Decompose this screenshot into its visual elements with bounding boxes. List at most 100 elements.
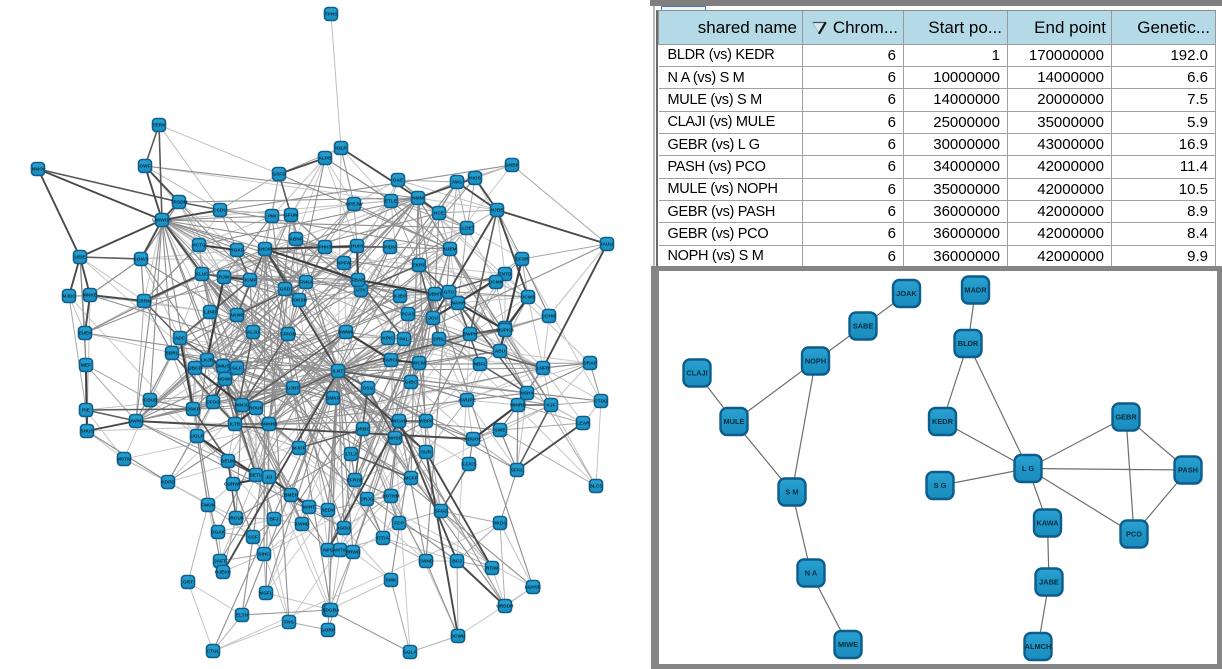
svg-text:AHTW: AHTW <box>333 548 348 554</box>
svg-text:CCF: CCF <box>248 535 258 541</box>
svg-text:RGKF: RGKF <box>230 248 244 254</box>
svg-text:S M: S M <box>785 488 798 497</box>
svg-text:DRJG: DRJG <box>360 497 374 503</box>
svg-text:WMJU: WMJU <box>235 403 250 409</box>
svg-text:ABNF: ABNF <box>289 237 302 243</box>
svg-text:SWE: SWE <box>495 428 507 434</box>
svg-text:JRCUK: JRCUK <box>228 516 245 522</box>
svg-text:SMKP: SMKP <box>326 396 341 402</box>
svg-text:HDUOE: HDUOE <box>464 437 482 443</box>
svg-text:ROUK: ROUK <box>249 406 264 412</box>
svg-text:CFSR: CFSR <box>515 257 529 263</box>
svg-text:SDGBA: SDGBA <box>322 608 340 614</box>
svg-text:OSKP: OSKP <box>186 407 200 413</box>
svg-text:JMUS: JMUS <box>216 364 230 370</box>
svg-text:SHOIP: SHOIP <box>258 247 274 253</box>
svg-text:KAWA: KAWA <box>1036 519 1059 528</box>
svg-text:MJDC: MJDC <box>62 294 76 300</box>
svg-text:KEDR: KEDR <box>932 417 954 426</box>
svg-text:CTDG: CTDG <box>594 399 608 405</box>
svg-text:JCMP: JCMP <box>243 278 257 284</box>
svg-text:MHIRD: MHIRD <box>510 403 526 409</box>
svg-text:GORP: GORP <box>321 628 336 634</box>
svg-text:BLCS: BLCS <box>589 484 603 490</box>
svg-text:KJJCS: KJJCS <box>461 462 477 468</box>
svg-text:OPEJW: OPEJW <box>345 202 363 208</box>
svg-text:MHSP: MHSP <box>388 436 403 442</box>
svg-text:PKL: PKL <box>399 337 409 343</box>
svg-text:DWWK: DWWK <box>338 330 355 336</box>
svg-text:JCU: JCU <box>428 316 438 322</box>
svg-text:NSHA: NSHA <box>520 391 534 397</box>
svg-text:DSG: DSG <box>363 386 374 392</box>
svg-text:AKWE: AKWE <box>230 313 245 319</box>
svg-text:BLDR: BLDR <box>958 339 979 348</box>
svg-text:DEUM: DEUM <box>221 459 235 465</box>
svg-text:IOLP: IOLP <box>335 146 347 152</box>
svg-text:GIBC: GIBC <box>405 380 418 386</box>
svg-text:TPHS: TPHS <box>325 12 339 18</box>
svg-text:NBFL: NBFL <box>474 362 487 368</box>
svg-text:KLUC: KLUC <box>195 272 209 278</box>
svg-text:FWUN: FWUN <box>201 503 216 509</box>
svg-text:LJND: LJND <box>204 310 217 316</box>
svg-text:KJEP: KJEP <box>394 294 407 300</box>
svg-text:LNFB: LNFB <box>537 366 550 372</box>
svg-text:EKRP: EKRP <box>412 263 426 269</box>
svg-text:JAFT: JAFT <box>214 559 226 565</box>
svg-text:PMI: PMI <box>268 214 277 220</box>
svg-text:N A: N A <box>805 569 818 578</box>
svg-text:L G: L G <box>1022 464 1034 473</box>
svg-text:FNS: FNS <box>284 620 294 626</box>
svg-text:JIJ: JIJ <box>266 475 273 481</box>
svg-text:BFJ: BFJ <box>269 517 278 523</box>
svg-text:LKJR: LKJR <box>201 358 214 364</box>
svg-text:GSD: GSD <box>280 287 291 293</box>
svg-text:ADC: ADC <box>175 336 186 342</box>
svg-text:SMK: SMK <box>386 578 397 584</box>
svg-text:IGDU: IGDU <box>338 526 351 532</box>
svg-text:ILNT: ILNT <box>333 369 344 375</box>
svg-text:NJEM: NJEM <box>443 247 456 253</box>
svg-text:LTLJ: LTLJ <box>345 452 356 458</box>
svg-text:HIOS: HIOS <box>469 176 482 182</box>
svg-text:LEAR: LEAR <box>576 421 590 427</box>
svg-text:NMOI: NMOI <box>32 167 45 173</box>
svg-text:DRIL: DRIL <box>433 337 444 343</box>
svg-text:TNTD: TNTD <box>499 272 512 278</box>
svg-text:FBAE: FBAE <box>351 278 365 284</box>
svg-text:OCWS: OCWS <box>521 295 537 301</box>
svg-text:JOAK: JOAK <box>896 289 917 298</box>
svg-text:HCE: HCE <box>434 211 445 217</box>
svg-text:EUEH: EUEH <box>78 331 92 337</box>
svg-text:CLAJI: CLAJI <box>686 369 707 378</box>
svg-text:CSDU: CSDU <box>213 208 227 214</box>
svg-text:CCHW: CCHW <box>542 314 557 320</box>
svg-text:NOWC: NOWC <box>217 377 233 383</box>
svg-text:ABU: ABU <box>495 349 506 355</box>
svg-text:MUPKB: MUPKB <box>496 328 514 334</box>
svg-text:MIWE: MIWE <box>838 640 858 649</box>
svg-text:CWND: CWND <box>419 559 434 565</box>
svg-text:OWF: OWF <box>139 164 150 170</box>
svg-text:UJHT: UJHT <box>287 386 300 392</box>
svg-text:GGLA: GGLA <box>403 650 417 656</box>
svg-text:CFOG: CFOG <box>206 400 220 406</box>
svg-text:UCMK: UCMK <box>489 280 504 286</box>
svg-text:OJEKC: OJEKC <box>215 570 232 576</box>
svg-text:JABE: JABE <box>1039 578 1059 587</box>
svg-text:ILTB: ILTB <box>230 422 241 428</box>
svg-text:DCWU: DCWU <box>451 634 466 640</box>
svg-text:KPIC: KPIC <box>382 336 394 342</box>
svg-text:AWUPE: AWUPE <box>458 398 476 404</box>
svg-text:SUR: SUR <box>421 450 432 456</box>
svg-text:UWWOS: UWWOS <box>152 218 172 224</box>
svg-text:GRT: GRT <box>183 580 193 586</box>
svg-text:MSTM: MSTM <box>117 457 131 463</box>
svg-text:MEF: MEF <box>81 363 91 369</box>
svg-text:WAHR: WAHR <box>451 301 466 307</box>
svg-text:ITTIA: ITTIA <box>377 536 390 542</box>
svg-text:IWCAM: IWCAM <box>391 419 408 425</box>
svg-text:ALJU: ALJU <box>247 330 260 336</box>
svg-text:HCTG: HCTG <box>192 243 206 249</box>
